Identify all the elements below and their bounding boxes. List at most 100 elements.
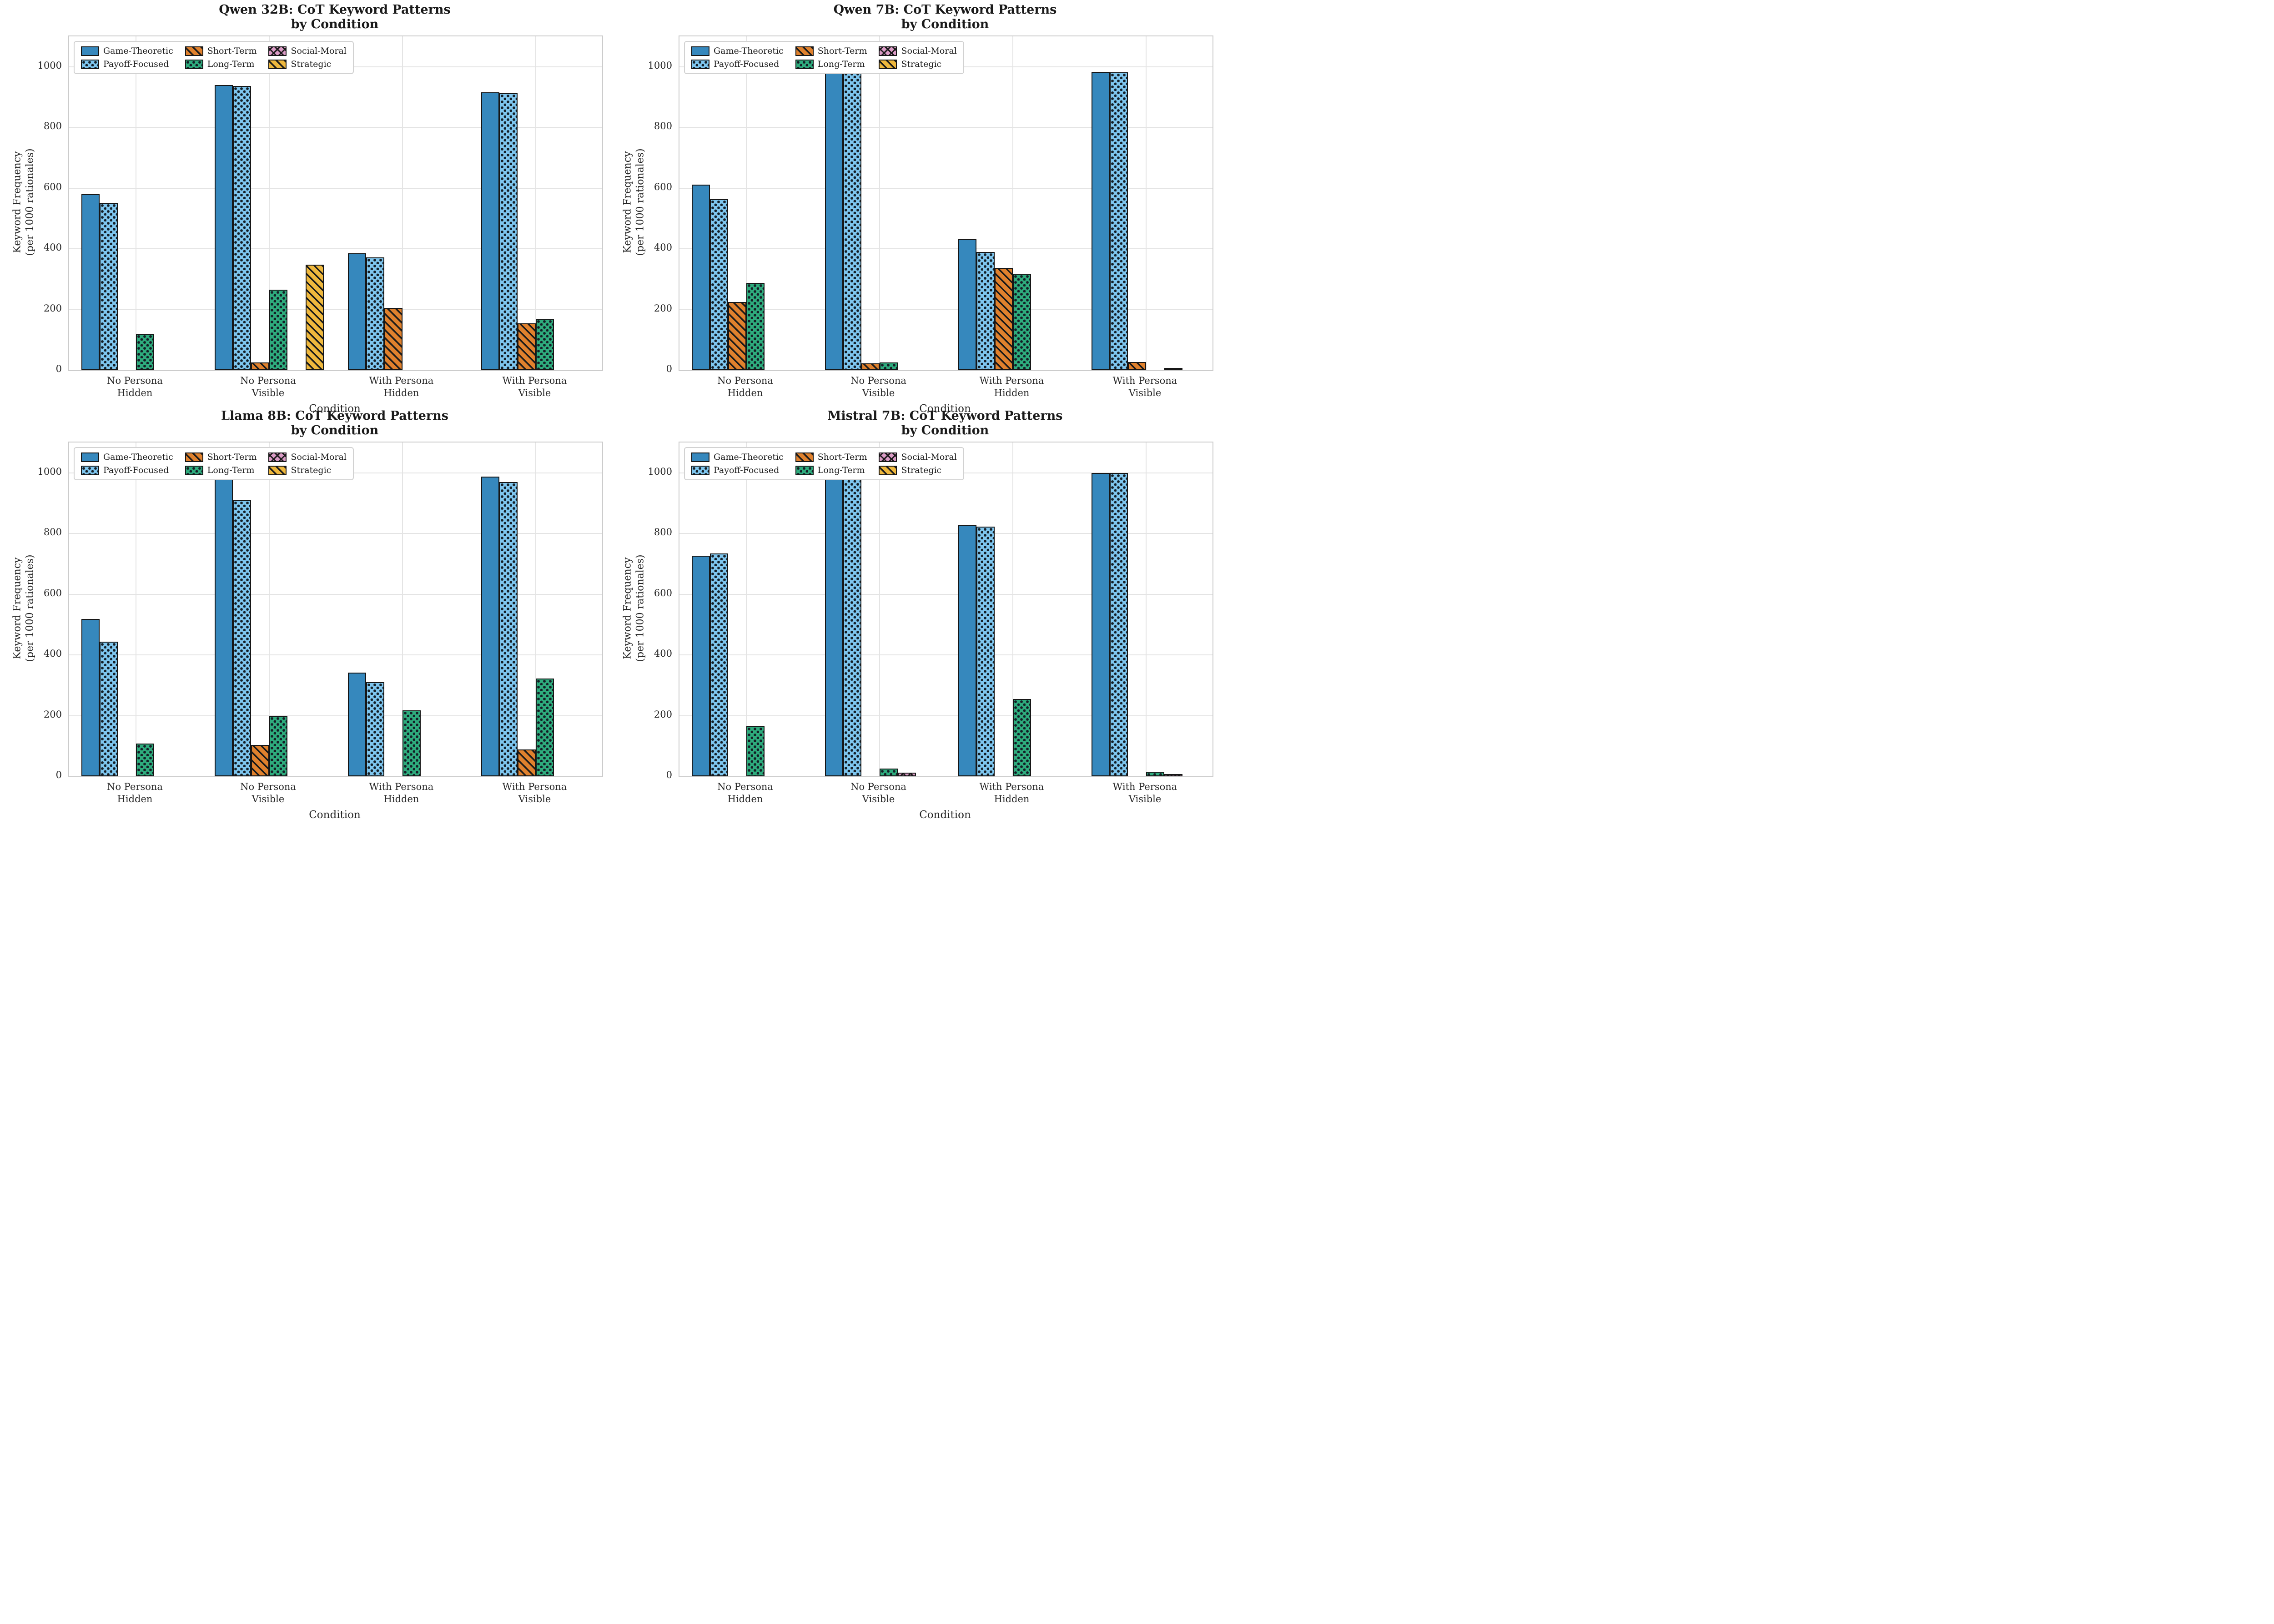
bar-game-theoretic-with-persona-hidden xyxy=(347,253,366,370)
legend-label: Short-Term xyxy=(817,452,867,462)
chart-title-line1: Mistral 7B: CoT Keyword Patterns xyxy=(827,409,1063,423)
bar-payoff-focused-with-persona-hidden xyxy=(976,252,995,370)
x-tick-line2: Hidden xyxy=(727,387,763,399)
bar-game-theoretic-no-persona-hidden xyxy=(691,555,710,776)
bar-slot xyxy=(287,442,306,776)
chart-title-line2: by Condition xyxy=(901,17,989,32)
y-tick-label: 400 xyxy=(654,648,672,659)
bar-slot xyxy=(481,442,499,776)
bar-game-theoretic-no-persona-visible xyxy=(214,85,233,370)
bar-slot xyxy=(517,36,536,370)
legend-item-strategic: Strategic xyxy=(268,465,346,475)
y-tick-label: 600 xyxy=(654,181,672,192)
bar-slot xyxy=(897,442,916,776)
legend-label: Social-Moral xyxy=(291,46,347,56)
v-gridline xyxy=(535,442,536,776)
bar-long-term-no-persona-visible xyxy=(269,290,287,370)
legend-item-long-term: Long-Term xyxy=(795,465,867,475)
bar-slot xyxy=(1049,442,1067,776)
x-axis-label: Condition xyxy=(919,809,971,821)
y-axis-label-line1: Keyword Frequency xyxy=(11,557,23,659)
bar-payoff-focused-with-persona-hidden xyxy=(366,257,384,370)
legend-swatch-long-term xyxy=(795,59,814,69)
bar-slot xyxy=(269,442,287,776)
y-tick-label: 400 xyxy=(43,648,62,659)
chart-title-line2: by Condition xyxy=(291,423,379,438)
y-tick-label: 600 xyxy=(43,587,62,598)
bar-slot xyxy=(765,36,783,370)
bar-slot xyxy=(517,442,536,776)
bar-group-with-persona-visible xyxy=(469,442,602,776)
legend-swatch-social-moral xyxy=(879,46,897,56)
bar-slot xyxy=(879,36,898,370)
y-axis-label-line2: (per 1000 rationales) xyxy=(24,554,35,662)
bar-slot xyxy=(572,36,590,370)
h-gridline xyxy=(69,248,602,250)
x-tick-line2: Visible xyxy=(518,794,551,805)
v-gridline xyxy=(402,36,403,370)
bar-slot xyxy=(746,36,765,370)
h-gridline xyxy=(679,593,1212,595)
bar-group-no-persona-hidden xyxy=(679,442,813,776)
bar-slot xyxy=(347,442,366,776)
legend-item-game-theoretic: Game-Theoretic xyxy=(81,452,173,462)
bar-short-term-no-persona-visible xyxy=(861,363,880,370)
y-tick-label: 200 xyxy=(43,302,62,314)
x-tick-label-no-persona-visible: No Persona Visible xyxy=(820,375,938,400)
h-gridline xyxy=(69,715,602,716)
bar-slot xyxy=(1146,442,1164,776)
bar-long-term-no-persona-visible xyxy=(879,362,898,370)
legend-swatch-long-term xyxy=(795,465,814,475)
v-gridline xyxy=(879,442,880,776)
bar-slot xyxy=(958,442,976,776)
y-tick-label: 800 xyxy=(43,121,62,132)
legend-label: Payoff-Focused xyxy=(103,465,169,475)
y-axis-label-line2: (per 1000 rationales) xyxy=(24,148,35,256)
bar-slot xyxy=(976,36,995,370)
bar-slot xyxy=(1182,442,1201,776)
bar-slot xyxy=(709,36,728,370)
bar-social-moral-no-persona-visible xyxy=(897,773,916,776)
bar-slot xyxy=(305,36,324,370)
x-tick-line2: Hidden xyxy=(117,387,153,399)
x-tick-line1: No Persona xyxy=(717,781,773,792)
legend-label: Game-Theoretic xyxy=(103,46,173,56)
legend-swatch-strategic xyxy=(268,59,287,69)
h-gridline xyxy=(679,715,1212,716)
y-axis-label: Keyword Frequency (per 1000 rationales) xyxy=(622,84,647,321)
y-axis-label-line1: Keyword Frequency xyxy=(11,151,23,253)
bar-game-theoretic-no-persona-hidden xyxy=(81,194,100,370)
legend-item-long-term: Long-Term xyxy=(185,59,257,69)
bar-long-term-with-persona-hidden xyxy=(1012,699,1031,776)
legend-item-strategic: Strategic xyxy=(879,59,956,69)
legend-label: Strategic xyxy=(901,59,942,69)
h-gridline xyxy=(69,593,602,595)
x-tick-label-with-persona-visible: With Persona Visible xyxy=(476,375,594,400)
bar-slot xyxy=(136,36,154,370)
bar-slot xyxy=(154,36,172,370)
chart-title-line2: by Condition xyxy=(291,17,379,32)
bar-long-term-with-persona-visible xyxy=(1146,772,1164,776)
legend-label: Short-Term xyxy=(207,452,257,462)
bar-social-moral-with-persona-visible xyxy=(1164,774,1182,776)
bar-short-term-no-persona-visible xyxy=(251,744,269,776)
legend: Game-Theoretic Payoff-Focused Short-Term Lo… xyxy=(74,41,354,74)
y-tick-label: 200 xyxy=(43,709,62,720)
legend-label: Social-Moral xyxy=(901,452,957,462)
bar-game-theoretic-with-persona-hidden xyxy=(347,673,366,776)
bar-slot xyxy=(825,36,843,370)
y-tick-label: 400 xyxy=(654,242,672,253)
legend-item-social-moral: Social-Moral xyxy=(879,452,957,462)
bar-slot xyxy=(306,442,324,776)
bar-slot xyxy=(81,36,100,370)
bar-slot xyxy=(499,36,518,370)
bar-groups xyxy=(69,36,602,370)
legend-item-strategic: Strategic xyxy=(879,465,956,475)
x-tick-label-no-persona-hidden: No Persona Hidden xyxy=(686,781,805,806)
y-axis-label-line1: Keyword Frequency xyxy=(622,557,634,659)
x-tick-label-no-persona-hidden: No Persona Hidden xyxy=(686,375,805,400)
legend-swatch-payoff-focused xyxy=(691,59,709,69)
bar-group-with-persona-hidden xyxy=(946,442,1079,776)
legend-swatch-game-theoretic xyxy=(691,452,709,462)
chart-panel-llama-8b: Llama 8B: CoT Keyword Patterns by Conditi… xyxy=(0,406,610,821)
